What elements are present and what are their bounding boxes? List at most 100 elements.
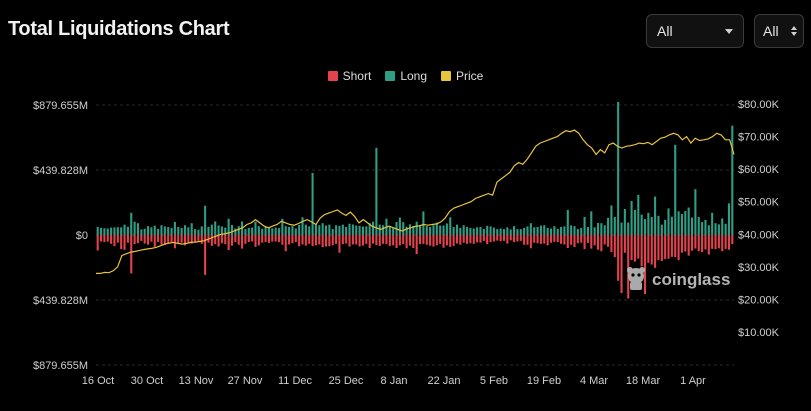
long-bar (643, 219, 647, 235)
long-bar (126, 226, 129, 235)
short-bar (643, 235, 647, 295)
short-bar (674, 235, 677, 258)
long-bar (247, 227, 250, 235)
short-bar (358, 235, 361, 247)
coinglass-watermark: coinglass (627, 267, 730, 290)
short-bar (476, 235, 479, 243)
short-bar (251, 235, 254, 242)
long-bar (667, 208, 670, 235)
long-bar (147, 226, 150, 235)
short-bar (556, 235, 559, 243)
short-bar (697, 235, 700, 252)
long-bar (637, 194, 640, 235)
long-bar (627, 222, 630, 235)
long-bar (707, 225, 710, 235)
long-bar (526, 226, 529, 235)
short-bar (247, 235, 250, 243)
long-bar (257, 226, 260, 235)
long-bar (308, 226, 311, 235)
short-bar (385, 235, 388, 245)
legend-item-long[interactable]: Long (385, 69, 427, 83)
long-bar (516, 229, 519, 235)
short-bar (435, 235, 438, 246)
long-bar (479, 227, 482, 235)
chevron-down-icon (725, 28, 733, 34)
x-tick-label: 18 Mar (626, 375, 661, 387)
long-bar (677, 211, 680, 235)
right-tick-label: $10.00K (738, 327, 780, 339)
short-bar (375, 235, 378, 246)
x-tick-label: 16 Oct (82, 375, 114, 387)
short-bar (113, 235, 116, 247)
legend-item-price[interactable]: Price (441, 69, 483, 83)
long-bar (721, 218, 724, 235)
short-bar (241, 235, 244, 249)
exchange-select[interactable]: All (754, 14, 804, 48)
short-bar (304, 235, 307, 246)
short-bar (580, 235, 583, 243)
long-bar (220, 226, 223, 235)
short-bar (513, 235, 516, 243)
long-bar (553, 226, 556, 235)
short-bar (479, 235, 482, 243)
long-bar (301, 217, 304, 235)
long-bar (398, 217, 401, 235)
short-bar (576, 235, 579, 244)
symbol-select[interactable]: All (646, 14, 744, 48)
x-tick-label: 19 Feb (527, 375, 561, 387)
long-bar (432, 225, 435, 235)
short-bar (163, 235, 166, 246)
long-bar (365, 226, 368, 235)
long-bar (489, 226, 492, 235)
short-bar (445, 235, 448, 246)
chart-bars (96, 101, 734, 299)
left-tick-label: $879.655M (33, 100, 88, 112)
legend-item-short[interactable]: Short (327, 69, 371, 83)
short-bar (371, 235, 375, 244)
long-bar (455, 224, 459, 235)
short-bar (335, 235, 338, 244)
short-bar (130, 235, 133, 274)
short-bar (291, 235, 294, 244)
long-bar (429, 226, 432, 235)
long-bar (217, 225, 220, 235)
long-bar (254, 221, 257, 235)
long-bar (281, 218, 284, 235)
long-bar (469, 227, 472, 235)
short-bar (220, 235, 223, 244)
long-bar (324, 225, 328, 235)
short-bar (684, 235, 687, 252)
long-bar (630, 201, 633, 235)
left-tick-label: $879.655M (33, 360, 88, 372)
short-bar (519, 235, 522, 241)
short-bar (664, 235, 667, 259)
long-bar (298, 224, 301, 235)
long-bar (405, 226, 408, 235)
long-bar (445, 223, 448, 235)
right-tick-label: $60.00K (738, 164, 780, 176)
short-bar (536, 235, 539, 244)
short-bar (157, 235, 160, 243)
short-bar (116, 235, 119, 243)
short-bar (153, 235, 156, 247)
long-bar (194, 229, 197, 235)
long-bar (99, 227, 103, 235)
short-bar (432, 235, 435, 247)
long-bar (113, 227, 116, 235)
long-bar (368, 223, 371, 235)
short-bar (623, 235, 626, 253)
long-bar (657, 215, 660, 235)
long-bar (459, 227, 462, 235)
long-bar (230, 224, 234, 235)
short-bar (492, 235, 495, 242)
long-bar (610, 205, 613, 235)
short-bar (318, 235, 321, 245)
long-bar (570, 225, 573, 235)
long-bar (492, 227, 495, 235)
x-tick-label: 11 Dec (278, 375, 313, 387)
short-bar (680, 235, 683, 253)
short-bar (365, 235, 368, 244)
x-tick-label: 27 Nov (228, 375, 263, 387)
long-bar (664, 219, 667, 235)
short-bar (714, 235, 717, 250)
